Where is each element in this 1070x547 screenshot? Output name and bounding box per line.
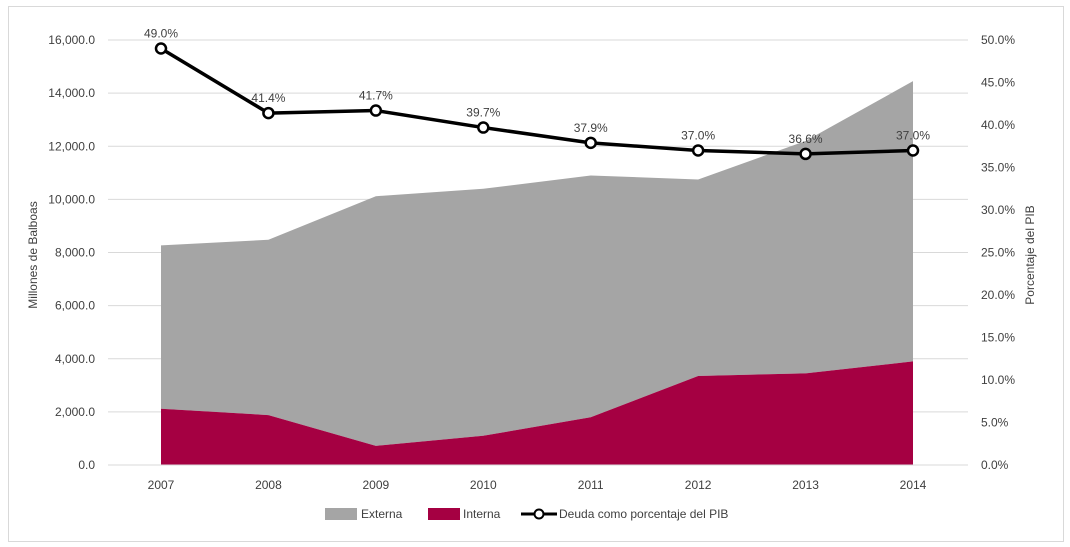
x-tick-label: 2007: [148, 478, 175, 492]
pib-data-label: 49.0%: [144, 27, 178, 41]
right-tick-label: 45.0%: [981, 76, 1015, 90]
pib-data-label: 37.0%: [681, 129, 715, 143]
left-axis-title: Millones de Balboas: [26, 201, 40, 308]
right-tick-label: 5.0%: [981, 416, 1009, 430]
legend: Externa Interna Deuda como porcentaje del …: [325, 507, 728, 521]
pib-line: [160, 47, 914, 156]
pib-data-label: 41.4%: [251, 91, 285, 105]
legend-swatch-interna: [428, 508, 460, 520]
left-tick-label: 0.0: [78, 458, 95, 472]
legend-marker-pib: [533, 508, 545, 520]
pib-data-label: 41.7%: [359, 89, 393, 103]
right-tick-label: 50.0%: [981, 33, 1015, 47]
legend-label-interna: Interna: [463, 507, 501, 521]
pib-point: [691, 144, 705, 157]
pib-data-label: 36.6%: [789, 132, 823, 146]
x-tick-label: 2010: [470, 478, 497, 492]
pib-data-label: 37.0%: [896, 129, 930, 143]
left-tick-label: 4,000.0: [55, 352, 95, 366]
left-tick-label: 6,000.0: [55, 299, 95, 313]
right-tick-label: 0.0%: [981, 458, 1009, 472]
right-axis-ticks: 0.0% 5.0% 10.0% 15.0% 20.0% 25.0% 30.0% 35.0% 40…: [981, 33, 1015, 472]
area-interna: [161, 361, 913, 465]
left-axis-ticks: 0.0 2,000.0 4,000.0 6,000.0 8,000.0 10,000.0 1…: [48, 33, 95, 472]
right-tick-label: 40.0%: [981, 118, 1015, 132]
x-tick-label: 2014: [900, 478, 927, 492]
pib-data-label: 39.7%: [466, 106, 500, 120]
area-externa: [161, 81, 913, 446]
pib-point: [799, 147, 812, 161]
pib-point: [477, 121, 490, 134]
x-tick-label: 2008: [255, 478, 282, 492]
left-tick-label: 12,000.0: [48, 139, 95, 153]
left-tick-label: 16,000.0: [48, 33, 95, 47]
left-tick-label: 10,000.0: [48, 192, 95, 206]
right-tick-label: 10.0%: [981, 373, 1015, 387]
x-tick-label: 2012: [685, 478, 712, 492]
x-axis-ticks: 2007 2008 2009 2010 2011 2012 2013 2014: [148, 478, 927, 492]
data-labels: 49.0% 41.4% 41.7% 39.7% 37.9% 37.0% 36.6% 37.0%: [144, 27, 930, 146]
pib-point: [584, 136, 597, 150]
pib-point: [906, 144, 920, 157]
legend-label-pib: Deuda como porcentaje del PIB: [559, 507, 728, 521]
right-tick-label: 35.0%: [981, 161, 1015, 175]
x-tick-label: 2013: [792, 478, 819, 492]
right-tick-label: 15.0%: [981, 331, 1015, 345]
pib-point: [262, 106, 275, 120]
pib-line-series: [154, 42, 920, 161]
legend-swatch-externa: [325, 508, 357, 520]
left-tick-label: 8,000.0: [55, 246, 95, 260]
x-tick-label: 2011: [578, 478, 604, 492]
left-tick-label: 14,000.0: [48, 86, 95, 100]
area-series: [161, 81, 913, 465]
pib-point: [369, 104, 383, 117]
right-axis-title: Porcentaje del PIB: [1023, 205, 1037, 304]
x-tick-label: 2009: [363, 478, 390, 492]
legend-label-externa: Externa: [361, 507, 403, 521]
right-tick-label: 30.0%: [981, 203, 1015, 217]
right-tick-label: 25.0%: [981, 246, 1015, 260]
pib-point: [154, 42, 168, 55]
pib-data-label: 37.9%: [574, 121, 608, 135]
left-tick-label: 2,000.0: [55, 405, 95, 419]
right-tick-label: 20.0%: [981, 288, 1015, 302]
